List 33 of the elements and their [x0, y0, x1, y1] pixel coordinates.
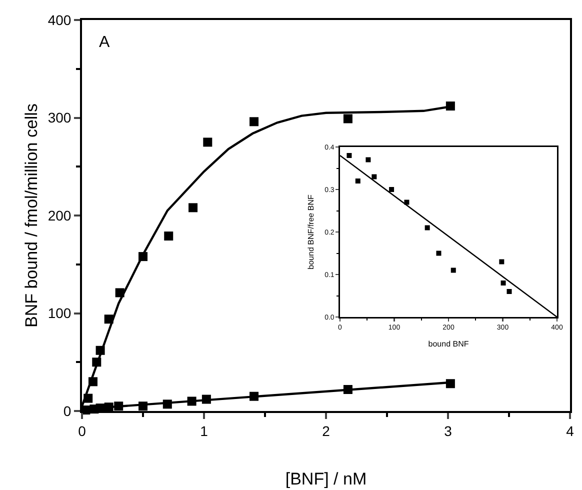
point: [424, 225, 430, 230]
point: [164, 232, 174, 241]
point: [203, 138, 212, 147]
y-axis-title: bound BNF/free BNF: [306, 194, 316, 270]
point: [355, 178, 360, 184]
point: [250, 117, 259, 126]
x-tick-label: 1: [200, 422, 208, 439]
point: [346, 153, 352, 158]
point: [343, 114, 352, 124]
point: [446, 379, 455, 388]
point: [366, 157, 371, 162]
y-tick-label: 0: [63, 402, 72, 419]
point: [372, 174, 377, 180]
point: [506, 289, 512, 294]
x-tick-label: 4: [566, 422, 574, 439]
point: [500, 280, 506, 286]
y-tick-label: 300: [48, 110, 72, 126]
y-tick-label: 100: [48, 305, 72, 322]
x-axis-title: bound BNF: [428, 340, 469, 349]
y-axis-title: BNF bound / fmol/million cells: [22, 104, 41, 328]
point: [446, 102, 455, 111]
x-tick-label: 0: [78, 422, 86, 439]
x-tick-label: 3: [444, 422, 452, 439]
point: [188, 203, 198, 212]
y-tick-label: 200: [48, 207, 72, 224]
x-tick-label: 2: [322, 422, 330, 439]
point: [450, 268, 456, 273]
point: [436, 250, 442, 256]
x-axis-title: [BNF] / nM: [285, 470, 367, 489]
annotation: A: [99, 34, 110, 51]
y-tick-label: 400: [48, 12, 72, 28]
point: [389, 187, 394, 192]
point: [499, 259, 504, 264]
